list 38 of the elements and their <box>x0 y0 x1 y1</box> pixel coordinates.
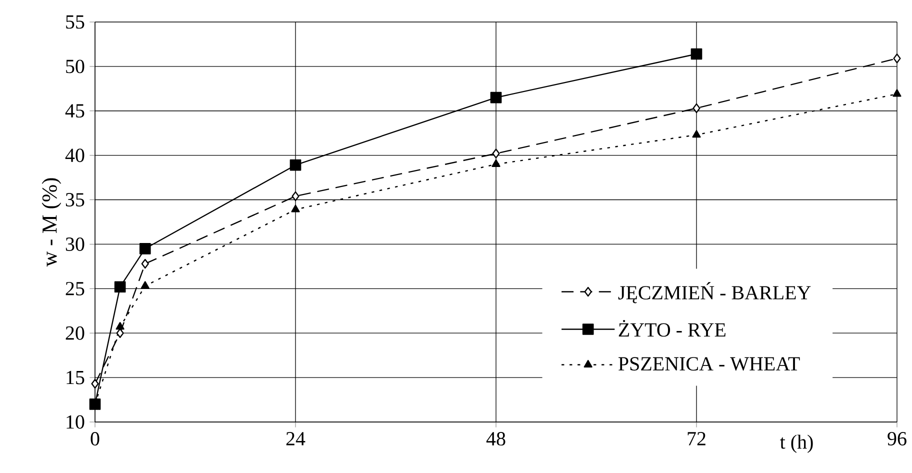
y-tick-label: 45 <box>65 104 84 118</box>
x-tick-label: 72 <box>688 432 706 446</box>
point <box>490 92 502 104</box>
x-axis-title: t (h) <box>780 434 813 453</box>
x-tick-label: 0 <box>90 432 100 446</box>
y-tick-label: 10 <box>66 415 84 429</box>
y-tick-label: 50 <box>66 60 84 74</box>
point <box>116 322 124 330</box>
y-tick-label: 20 <box>66 326 84 340</box>
y-tick-label: 25 <box>66 282 84 296</box>
point <box>692 103 700 114</box>
point <box>139 242 151 254</box>
y-tick-label: 15 <box>66 370 84 384</box>
point <box>290 159 302 171</box>
point <box>690 48 702 60</box>
point <box>892 89 902 97</box>
x-tick-label: 24 <box>286 432 306 446</box>
point <box>291 204 300 212</box>
legend-label: ŻYTO - RYE <box>618 320 726 337</box>
point <box>141 258 149 269</box>
point <box>492 159 500 167</box>
y-tick-label: 40 <box>65 148 84 162</box>
point <box>140 281 150 289</box>
x-tick-label: 96 <box>888 432 906 446</box>
point <box>114 281 126 293</box>
point <box>116 328 124 338</box>
point <box>692 130 701 138</box>
legend-label: PSZENICA - WHEAT <box>618 357 800 371</box>
y-tick-label: 30 <box>66 237 84 251</box>
y-tick-label: 35 <box>66 193 84 206</box>
point <box>91 378 99 389</box>
point <box>492 148 500 158</box>
y-tick-label: 55 <box>66 15 84 29</box>
legend-label: JĘCZMIEŃ - BARLEY <box>618 282 811 304</box>
point <box>292 191 300 202</box>
point <box>893 54 901 64</box>
x-tick-label: 48 <box>486 432 506 446</box>
y-axis-title: w - M (%) <box>42 178 62 267</box>
